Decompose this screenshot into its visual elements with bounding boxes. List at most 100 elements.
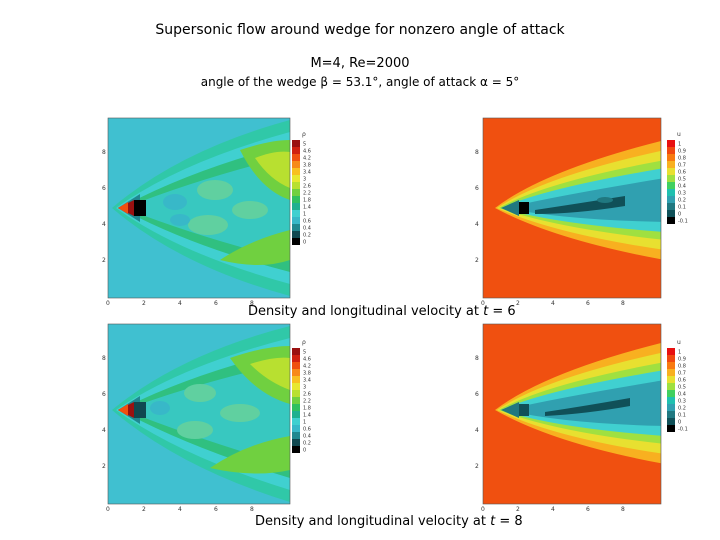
legend-level: 0.5 [678, 385, 686, 391]
legend-swatch [667, 404, 675, 411]
legend-level: 0.6 [678, 378, 686, 384]
x-tick-4: 4 [178, 300, 182, 307]
legend-swatch [667, 383, 675, 390]
legend-swatch [667, 362, 675, 369]
legend-level: 0.2 [303, 233, 311, 239]
legend-swatch [667, 390, 675, 397]
legend-swatch [667, 203, 675, 210]
x-tick-0: 0 [481, 300, 485, 307]
legend-swatch [667, 369, 675, 376]
legend-level: 0.9 [678, 149, 686, 155]
density-legend: ρ 54.64.23.83.432.62.21.81.410.60.40.20 [292, 131, 311, 246]
wedge-description: angle of the wedge β = 53.1°, angle of a… [200, 75, 520, 89]
y-tick-6: 6 [475, 391, 479, 398]
legend-level: 0.8 [678, 364, 686, 370]
velocity-plot-t8: 8 6 4 2 0 2 4 6 8 u10.90.80.70.60.50.40.… [475, 323, 688, 513]
legend-swatch [292, 418, 300, 425]
caption-t6-symbol: t [483, 304, 489, 319]
legend-level: -0.1 [678, 219, 688, 225]
legend-swatch [292, 383, 300, 390]
legend-level: 0.6 [678, 170, 686, 176]
legend-swatch [292, 168, 300, 175]
y-tick-2: 2 [102, 463, 106, 470]
x-tick-8: 8 [250, 300, 254, 307]
y-tick-4: 4 [475, 427, 479, 434]
legend-swatch [667, 217, 675, 224]
legend-swatch [667, 425, 675, 432]
legend-swatch [292, 231, 300, 238]
y-tick-8: 8 [102, 149, 106, 156]
x-tick-6: 6 [586, 300, 590, 307]
flow-parameters: M=4, Re=2000 [310, 56, 410, 71]
legend-level: 0.6 [303, 427, 311, 433]
legend-swatch [292, 147, 300, 154]
legend-swatch [292, 376, 300, 383]
legend-level: 0.2 [303, 441, 311, 447]
legend-swatch [292, 348, 300, 355]
legend-level: 0.4 [303, 434, 311, 440]
legend-swatch [667, 147, 675, 154]
legend-level: 0.7 [678, 163, 686, 169]
page-title: Supersonic flow around wedge for nonzero… [155, 22, 565, 38]
legend-level: 0.2 [678, 406, 686, 412]
legend-level: 0.7 [678, 371, 686, 377]
legend-variable: u [677, 131, 681, 138]
x-tick-4: 4 [551, 300, 555, 307]
legend-swatch [292, 196, 300, 203]
y-tick-6: 6 [102, 391, 106, 398]
legend-level: 4.6 [303, 149, 311, 155]
legend-swatch [667, 175, 675, 182]
legend-swatch [667, 210, 675, 217]
legend-swatch [667, 348, 675, 355]
y-tick-4: 4 [102, 221, 106, 228]
legend-swatch [667, 168, 675, 175]
caption-t6: Density and longitudinal velocity at t =… [248, 304, 516, 319]
legend-level: 0.1 [678, 205, 686, 211]
legend-swatch [667, 189, 675, 196]
legend-swatch [667, 355, 675, 362]
legend-swatch [292, 140, 300, 147]
legend-level: 0.1 [678, 413, 686, 419]
legend-level: 3.8 [303, 163, 311, 169]
x-tick-4: 4 [178, 506, 182, 513]
x-tick-2: 2 [142, 506, 146, 513]
legend-swatch [292, 432, 300, 439]
legend-level: 0 [678, 420, 681, 426]
legend-level: 0.9 [678, 357, 686, 363]
legend-level: 5 [303, 142, 306, 148]
legend-swatch [667, 376, 675, 383]
legend-level: 3.8 [303, 371, 311, 377]
y-tick-4: 4 [475, 221, 479, 228]
caption-t8-symbol: t [490, 514, 496, 529]
legend-level: 1.4 [303, 413, 311, 419]
legend-swatch [292, 362, 300, 369]
legend-level: 1.8 [303, 406, 311, 412]
legend-swatch [667, 154, 675, 161]
legend-swatch [292, 175, 300, 182]
legend-level: -0.1 [678, 427, 688, 433]
legend-swatch [292, 390, 300, 397]
x-tick-8: 8 [621, 506, 625, 513]
legend-level: 0.8 [678, 156, 686, 162]
caption-t8-value: = 8 [495, 514, 523, 529]
legend-level: 2.6 [303, 392, 311, 398]
legend-level: 3 [303, 177, 306, 183]
legend-level: 2.6 [303, 184, 311, 190]
legend-swatch [667, 411, 675, 418]
x-tick-6: 6 [214, 506, 218, 513]
legend-swatch [292, 182, 300, 189]
legend-level: 0.4 [303, 226, 311, 232]
legend-level: 1 [303, 212, 306, 218]
legend-level: 2.2 [303, 191, 311, 197]
legend-level: 0 [303, 448, 306, 454]
legend-level: 2.2 [303, 399, 311, 405]
legend-level: 0.4 [678, 184, 686, 190]
caption-t6-value: = 6 [488, 304, 516, 319]
legend-swatch [292, 411, 300, 418]
caption-t6-text: Density and longitudinal velocity at [248, 304, 484, 319]
y-tick-2: 2 [475, 463, 479, 470]
legend-swatch [292, 189, 300, 196]
legend-level: 0.4 [678, 392, 686, 398]
legend-swatch [667, 140, 675, 147]
velocity-plot-t6: 8 6 4 2 0 2 4 6 8 u10.90.80.70.60.50.40.… [475, 117, 688, 307]
